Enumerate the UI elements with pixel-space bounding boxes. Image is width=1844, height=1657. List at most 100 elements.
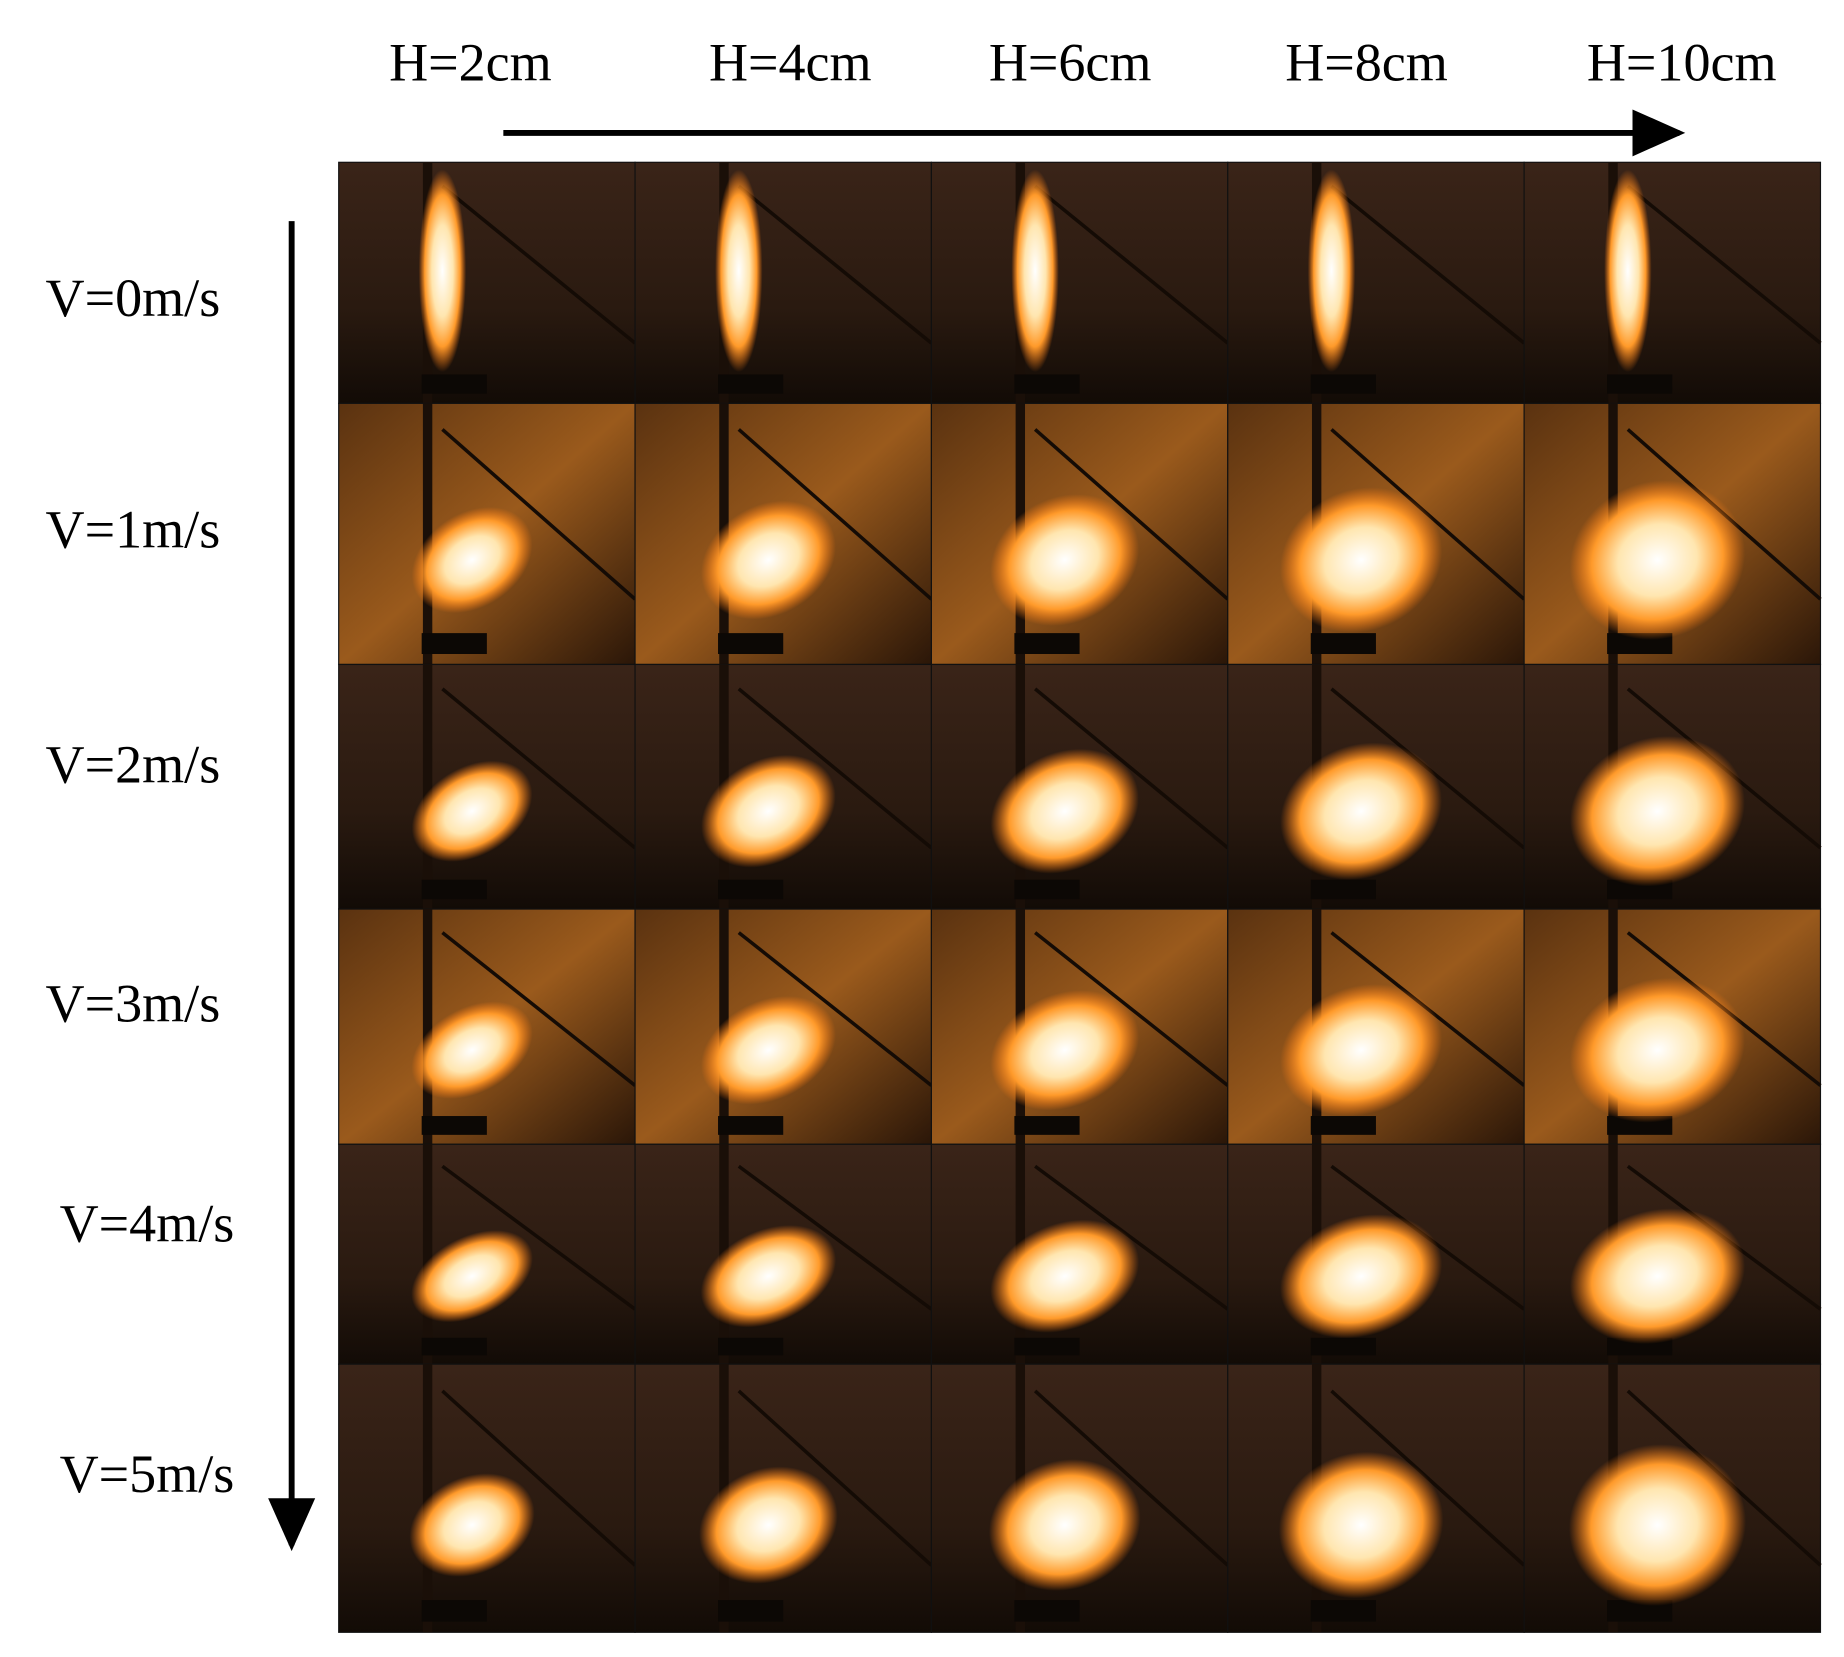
column-label: H=6cm <box>989 33 1152 93</box>
burner <box>1014 1337 1080 1356</box>
photo <box>930 1143 1229 1365</box>
photo <box>930 402 1229 666</box>
flame <box>699 1466 838 1584</box>
wire <box>441 931 637 1087</box>
photo <box>634 908 933 1145</box>
flame <box>990 990 1140 1111</box>
row-label: V=1m/s <box>46 499 221 559</box>
flame <box>411 760 533 862</box>
photo <box>1523 663 1822 910</box>
photo <box>634 161 933 404</box>
photo <box>634 1363 933 1633</box>
flame <box>1569 977 1745 1123</box>
photo <box>930 663 1229 910</box>
wire <box>441 1389 637 1567</box>
photo <box>634 402 933 666</box>
photo <box>338 402 637 666</box>
burner <box>421 633 487 655</box>
flame <box>411 1230 533 1323</box>
burner <box>718 374 784 394</box>
flame <box>701 754 836 868</box>
flame <box>418 169 467 373</box>
photo <box>1227 1363 1526 1633</box>
row-label: V=0m/s <box>46 268 221 328</box>
flame <box>700 500 836 620</box>
wire <box>1034 1164 1229 1311</box>
burner <box>421 1600 487 1622</box>
burner <box>1310 1116 1376 1135</box>
burner <box>421 1116 487 1135</box>
burner <box>421 374 487 394</box>
wire <box>441 428 637 601</box>
flame <box>700 1225 837 1328</box>
photo-bg <box>634 161 932 404</box>
row-label: V=4m/s <box>60 1193 235 1253</box>
photo <box>930 908 1229 1145</box>
flame <box>1604 169 1652 373</box>
column-label: H=10cm <box>1587 33 1777 93</box>
photo <box>1227 161 1526 404</box>
flame <box>1307 169 1356 373</box>
row-label: V=5m/s <box>60 1444 235 1504</box>
wire <box>1626 185 1822 345</box>
flame <box>409 1473 535 1577</box>
flame <box>1568 1444 1746 1606</box>
photo <box>1227 1143 1526 1365</box>
burner <box>1310 633 1376 655</box>
photo <box>1523 908 1822 1145</box>
flame <box>1570 736 1745 887</box>
photo <box>930 161 1229 404</box>
flame <box>700 995 836 1105</box>
burner <box>1014 1600 1080 1622</box>
wire <box>1330 185 1526 345</box>
wire <box>1034 931 1229 1087</box>
wire <box>441 185 637 345</box>
flame <box>1569 1208 1746 1344</box>
burner <box>1014 374 1080 394</box>
wire <box>1034 687 1229 850</box>
burner <box>1014 1116 1080 1135</box>
flame <box>1278 1451 1444 1599</box>
burner <box>421 879 487 900</box>
photo <box>1523 161 1822 404</box>
photo-bg <box>930 161 1229 404</box>
photo-bg <box>1523 161 1822 404</box>
burner <box>1310 1337 1376 1356</box>
photo-grid <box>338 161 1822 1633</box>
photo <box>338 1143 637 1365</box>
wire <box>1034 185 1229 345</box>
burner <box>718 1337 784 1356</box>
photo <box>338 1363 637 1633</box>
flame <box>990 1219 1140 1333</box>
photo <box>1523 1363 1822 1633</box>
flame <box>1280 984 1443 1117</box>
column-label: H=2cm <box>389 33 552 93</box>
photo <box>338 161 637 404</box>
burner <box>1310 1600 1376 1622</box>
flame <box>990 748 1139 874</box>
row-label: V=2m/s <box>46 735 221 795</box>
wire <box>737 1389 933 1567</box>
wire <box>737 428 933 601</box>
photo <box>338 908 637 1145</box>
row-label: V=3m/s <box>46 973 221 1033</box>
photo <box>930 1363 1229 1633</box>
photo-bg <box>1227 161 1525 404</box>
flame <box>411 1001 533 1099</box>
wire <box>1033 1389 1229 1567</box>
burner <box>1310 374 1376 394</box>
flame <box>1011 169 1059 373</box>
flame <box>988 1459 1141 1591</box>
photo <box>338 663 637 910</box>
burner <box>718 1600 784 1622</box>
flame <box>1569 480 1746 640</box>
flame <box>990 494 1140 626</box>
photo <box>634 663 933 910</box>
flame <box>1280 1214 1443 1339</box>
wire <box>441 687 637 850</box>
wire <box>737 687 933 850</box>
photo <box>1227 908 1526 1145</box>
burner <box>718 633 784 655</box>
burner <box>421 1337 487 1356</box>
